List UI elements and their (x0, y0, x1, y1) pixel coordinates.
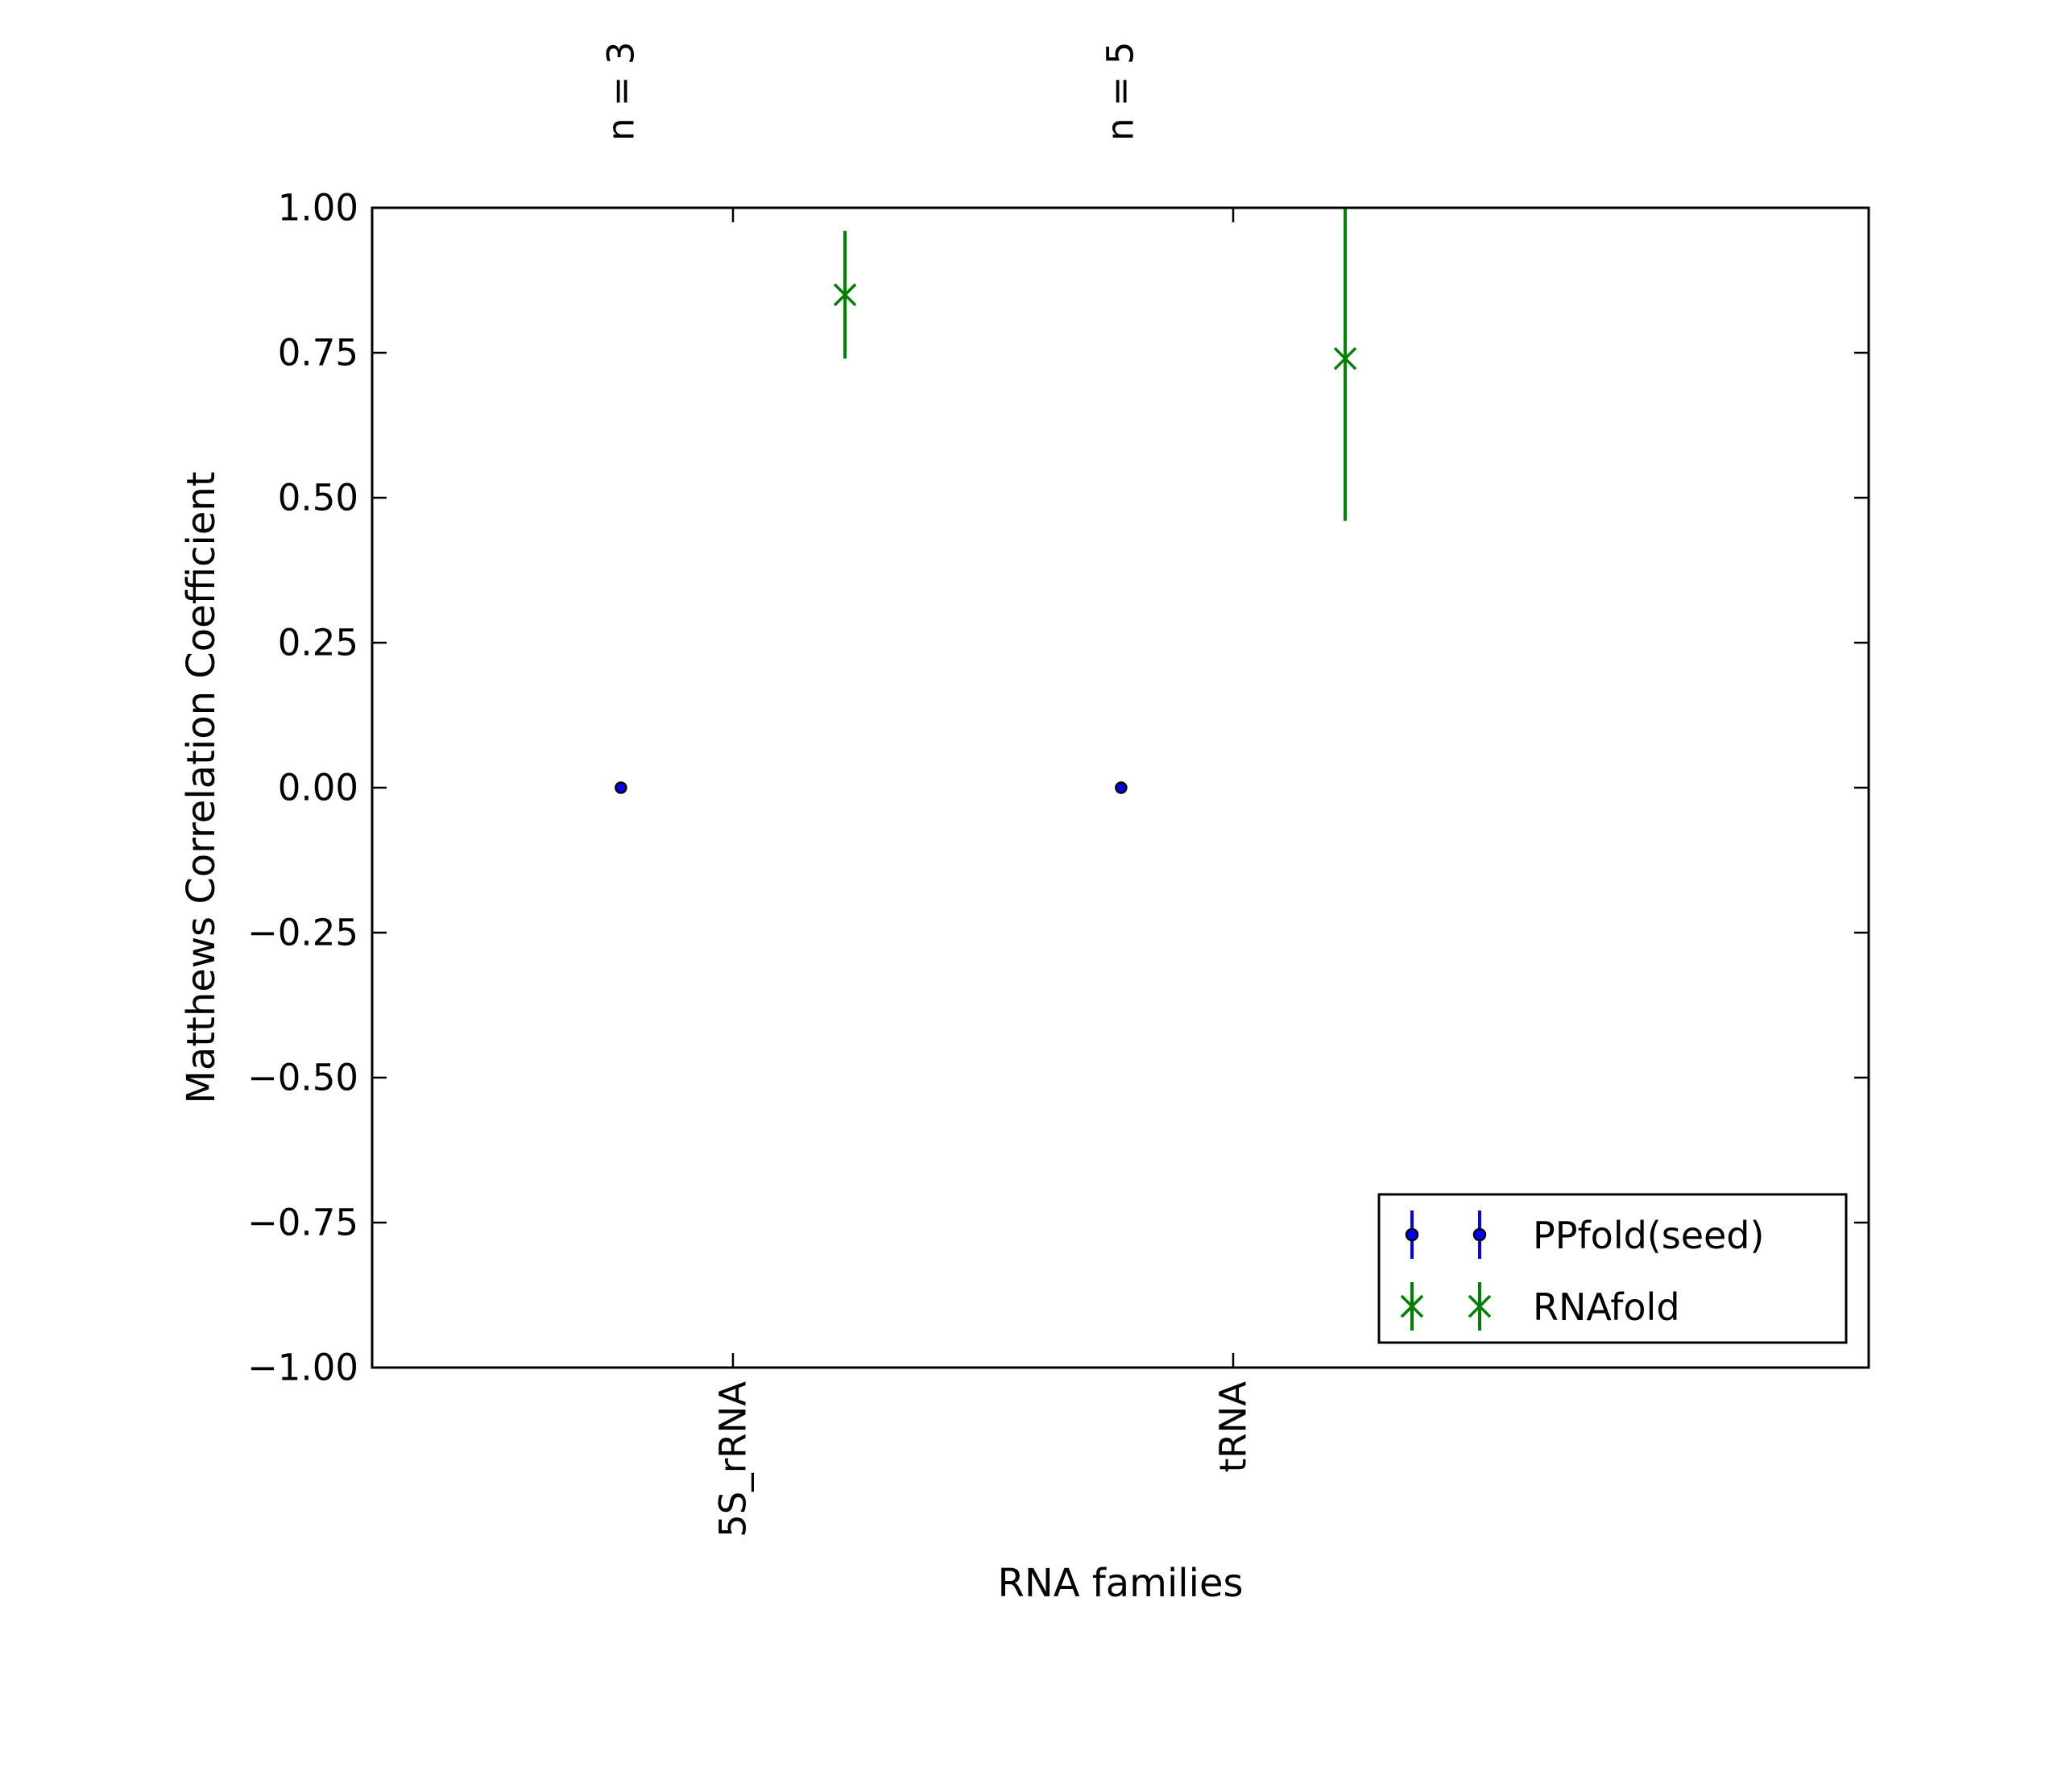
legend-marker-symbols (1400, 1211, 1492, 1331)
legend-marker-circle (1405, 1227, 1419, 1242)
data-point-x (833, 283, 857, 307)
y-tick-label: 0.50 (278, 477, 358, 519)
data-marks (615, 208, 1357, 794)
y-tick-label: −1.00 (247, 1347, 358, 1389)
legend-box (1377, 1193, 1848, 1344)
y-tick-label: −0.75 (247, 1202, 358, 1244)
y-tick-label: 0.25 (278, 622, 358, 664)
x-axis-label: RNA families (998, 1561, 1244, 1606)
y-tick-label: 1.00 (278, 187, 358, 230)
x-tick-label-5s-rrna: 5S_rRNA (712, 1381, 755, 1537)
data-point-circle (1115, 781, 1128, 794)
legend-marker-x (1400, 1294, 1424, 1318)
y-tick-label: −0.25 (247, 912, 358, 954)
y-axis-label: Matthews Correlation Coefficient (179, 471, 224, 1103)
legend-marker-x (1468, 1294, 1492, 1318)
y-tick-label: −0.50 (247, 1057, 358, 1099)
y-tick-label: 0.75 (278, 332, 358, 375)
data-point-x (1333, 346, 1357, 370)
annotation-n3: n = 3 (600, 42, 643, 141)
annotation-n5: n = 5 (1099, 42, 1142, 141)
legend-marker-circle (1472, 1227, 1487, 1242)
x-tick-label-trna: tRNA (1212, 1381, 1255, 1473)
plot-frame (371, 206, 1870, 1369)
axis-ticks: 1.00 0.75 0.50 0.25 0.00 −0.25 −0.50 −0.75 −1.00 (247, 187, 1869, 1389)
legend-label-ppfold: PPfold(seed) (1533, 1214, 1764, 1257)
data-point-circle (615, 781, 627, 794)
y-tick-label: 0.00 (278, 767, 358, 809)
legend-label-rnafold: RNAfold (1533, 1285, 1680, 1329)
